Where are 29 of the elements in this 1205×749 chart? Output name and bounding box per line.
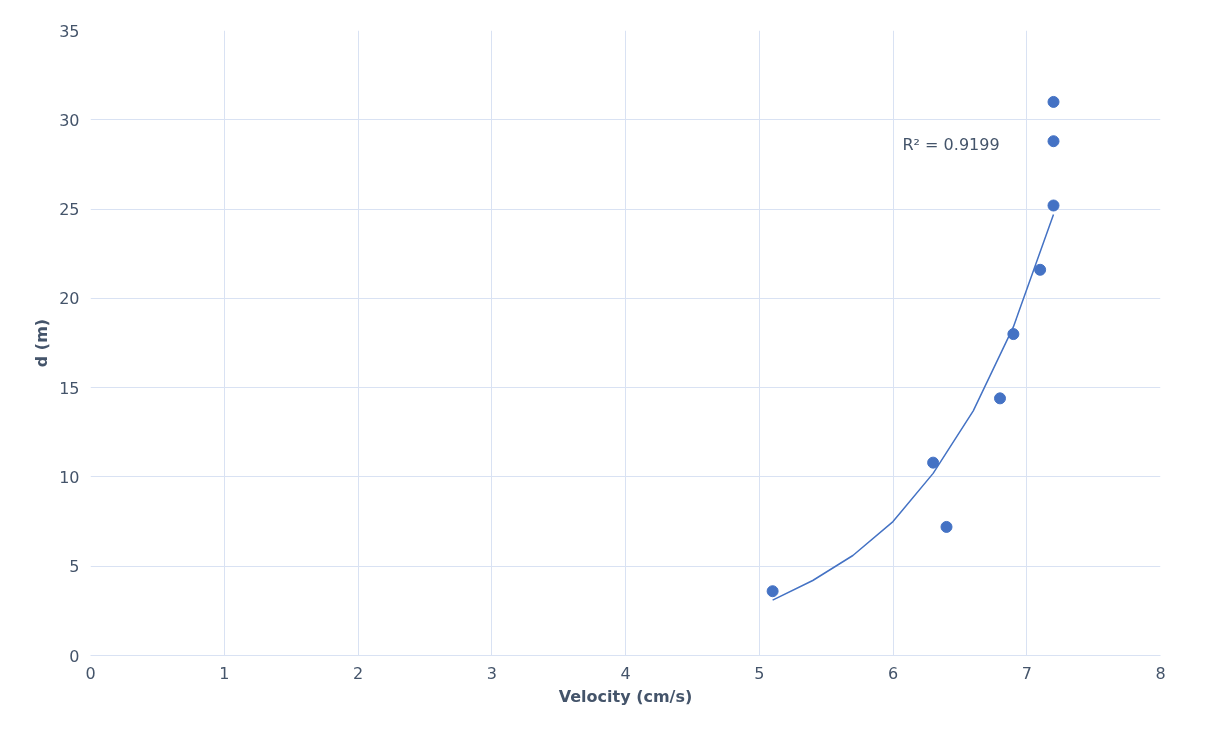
y-tick-label: 15 [59, 378, 80, 398]
y-tick-label: 20 [59, 289, 80, 309]
point [1047, 199, 1060, 212]
point [766, 585, 779, 598]
x-tick-label: 7 [1021, 663, 1032, 683]
point [927, 456, 940, 469]
y-tick-label: 0 [69, 646, 80, 666]
x-tick-label: 0 [85, 663, 96, 683]
y-tick-label: 5 [69, 557, 80, 577]
point [1034, 263, 1047, 276]
y-axis-title: d (m) [32, 318, 52, 368]
annotation: R² = 0.9199 [902, 134, 1000, 154]
point [1047, 135, 1060, 148]
x-axis-title: Velocity (cm/s) [558, 686, 693, 706]
x-tick-label: 4 [620, 663, 631, 683]
x-tick-label: 6 [887, 663, 899, 683]
y-tick-label: 30 [59, 110, 80, 130]
point [994, 392, 1006, 405]
x-tick-label: 8 [1155, 663, 1166, 683]
x-tick-label: 1 [219, 663, 230, 683]
y-tick-label: 35 [59, 21, 80, 41]
x-tick-label: 3 [486, 663, 497, 683]
x-tick-label: 5 [754, 663, 765, 683]
y-tick-label: 10 [59, 467, 80, 487]
point [1047, 95, 1060, 108]
line-series [771, 213, 1055, 601]
y-tick-label: 25 [59, 200, 80, 220]
point [940, 520, 953, 533]
x-tick-label: 2 [352, 663, 364, 683]
